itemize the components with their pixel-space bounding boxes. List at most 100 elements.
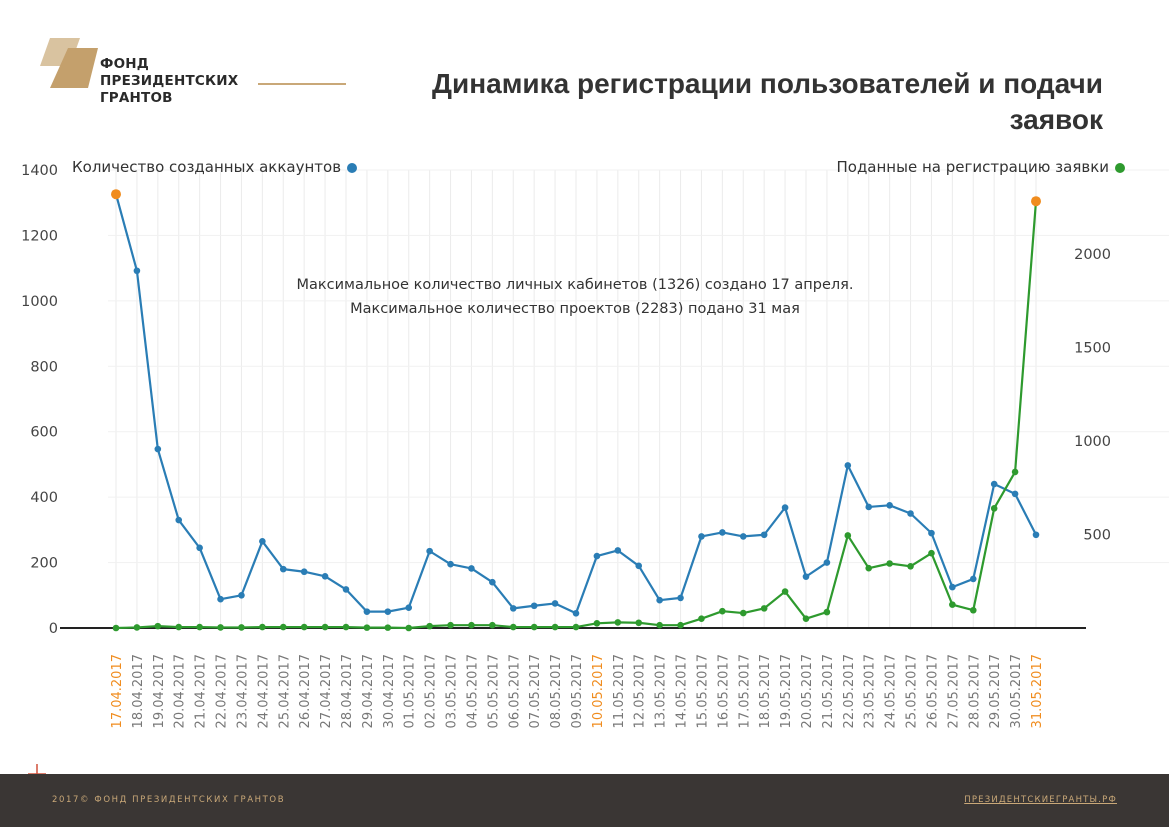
y-left-tick-label: 1000 — [21, 294, 58, 310]
footer-site-link[interactable]: ПРЕЗИДЕНТСКИЕГРАНТЫ.РФ — [964, 795, 1117, 805]
point-applications — [342, 623, 350, 631]
logo-line-2: ПРЕЗИДЕНТСКИХ — [100, 73, 239, 89]
point-applications — [907, 563, 914, 570]
point-applications — [1011, 468, 1019, 476]
point-accounts — [760, 531, 768, 539]
x-tick-label: 12.05.2017 — [633, 654, 648, 728]
x-tick-label: 03.05.2017 — [445, 654, 460, 728]
point-applications — [677, 621, 684, 629]
point-accounts — [217, 595, 224, 603]
point-accounts — [719, 529, 726, 536]
x-tick-label: 20.05.2017 — [800, 654, 815, 728]
point-applications — [572, 623, 580, 631]
point-applications — [133, 624, 141, 631]
legend-applications-dot — [1115, 162, 1125, 173]
point-applications — [112, 624, 120, 632]
x-tick-label: 17.05.2017 — [737, 654, 752, 728]
x-tick-label: 11.05.2017 — [612, 654, 627, 728]
point-applications — [969, 606, 977, 614]
point-applications — [196, 623, 203, 631]
point-accounts — [468, 565, 475, 572]
point-applications — [530, 623, 538, 631]
point-accounts — [489, 578, 496, 586]
point-accounts — [300, 568, 308, 576]
x-tick-label: 21.05.2017 — [821, 654, 836, 728]
x-tick-label: 09.05.2017 — [570, 654, 585, 728]
point-applications — [426, 622, 433, 630]
point-applications — [990, 505, 998, 512]
x-tick-label: 27.05.2017 — [946, 654, 961, 728]
point-accounts — [363, 608, 371, 615]
annotation-line-2: Максимальное количество проектов (2283) … — [350, 301, 800, 317]
point-accounts — [572, 609, 580, 617]
point-applications — [300, 623, 308, 631]
point-accounts — [990, 480, 998, 488]
point-accounts — [928, 529, 935, 537]
point-applications — [719, 607, 726, 615]
x-tick-label: 28.05.2017 — [967, 654, 982, 728]
tick-labels: 0 200 400 600 800 1000 1200 1400 500 1000 1500 2000… — [21, 163, 1111, 728]
legend-applications: Поданные на регистрацию заявки — [836, 158, 1125, 176]
point-applications — [781, 588, 789, 595]
x-tick-label: 25.04.2017 — [277, 654, 292, 728]
y-left-tick-label: 200 — [30, 556, 58, 572]
x-tick-label: 24.05.2017 — [884, 654, 899, 728]
point-accounts — [781, 504, 789, 511]
point-applications — [844, 532, 852, 539]
x-tick-label: 30.05.2017 — [1009, 654, 1024, 728]
x-tick-label: 24.04.2017 — [256, 654, 271, 728]
x-tick-label: 16.05.2017 — [716, 654, 731, 728]
x-tick-label: 29.05.2017 — [988, 654, 1003, 728]
point-applications — [614, 619, 622, 626]
point-accounts — [907, 510, 914, 517]
y-right-tick-label: 500 — [1083, 528, 1111, 544]
point-accounts — [698, 533, 705, 540]
x-tick-label: 01.05.2017 — [403, 654, 418, 728]
point-applications — [405, 624, 413, 632]
point-accounts — [238, 591, 245, 599]
point-applications — [656, 621, 663, 629]
point-accounts — [969, 575, 977, 583]
point-accounts — [593, 552, 601, 560]
x-tick-label: 19.05.2017 — [779, 654, 794, 728]
annotation-line-1: Максимальное количество личных кабинетов… — [296, 277, 854, 293]
logo-mark-icon — [40, 38, 98, 88]
point-applications — [760, 605, 768, 612]
page-title: Динамика регистрации пользователей и под… — [432, 68, 1103, 135]
point-accounts — [802, 573, 810, 580]
x-tick-label: 05.05.2017 — [486, 654, 501, 728]
point-accounts-max — [111, 189, 121, 200]
point-applications — [154, 622, 162, 630]
x-tick-label: 20.04.2017 — [173, 654, 188, 728]
point-accounts — [154, 445, 162, 453]
x-tick-label: 14.05.2017 — [675, 654, 690, 728]
point-applications — [259, 623, 266, 631]
point-applications — [509, 623, 517, 631]
x-tick-label: 25.05.2017 — [905, 654, 920, 728]
point-accounts — [342, 586, 350, 593]
point-applications — [865, 564, 873, 572]
point-applications — [928, 549, 935, 557]
point-accounts — [426, 547, 433, 555]
x-tick-label: 17.04.2017 — [110, 654, 125, 728]
point-accounts — [1032, 531, 1040, 539]
x-tick-label: 18.05.2017 — [758, 654, 773, 728]
legend-accounts: Количество созданных аккаунтов — [72, 158, 358, 176]
x-tick-label: 13.05.2017 — [654, 654, 669, 728]
x-tick-label: 10.05.2017 — [591, 654, 606, 728]
point-applications — [802, 615, 810, 622]
logo-divider — [258, 83, 346, 85]
y-right-tick-label: 2000 — [1074, 247, 1111, 263]
y-left-tick-label: 1400 — [21, 163, 58, 179]
point-accounts — [886, 502, 893, 509]
x-tick-label: 26.05.2017 — [925, 654, 940, 728]
logo-text: ФОНД ПРЕЗИДЕНТСКИХ ГРАНТОВ — [100, 56, 238, 107]
point-accounts — [447, 560, 454, 568]
x-tick-label: 07.05.2017 — [528, 654, 543, 728]
point-applications — [238, 624, 245, 631]
point-applications — [279, 623, 287, 631]
point-accounts — [635, 562, 643, 570]
chart-annotation: Максимальное количество личных кабинетов… — [250, 273, 900, 321]
x-tick-label: 08.05.2017 — [549, 654, 564, 728]
point-applications — [384, 624, 392, 631]
